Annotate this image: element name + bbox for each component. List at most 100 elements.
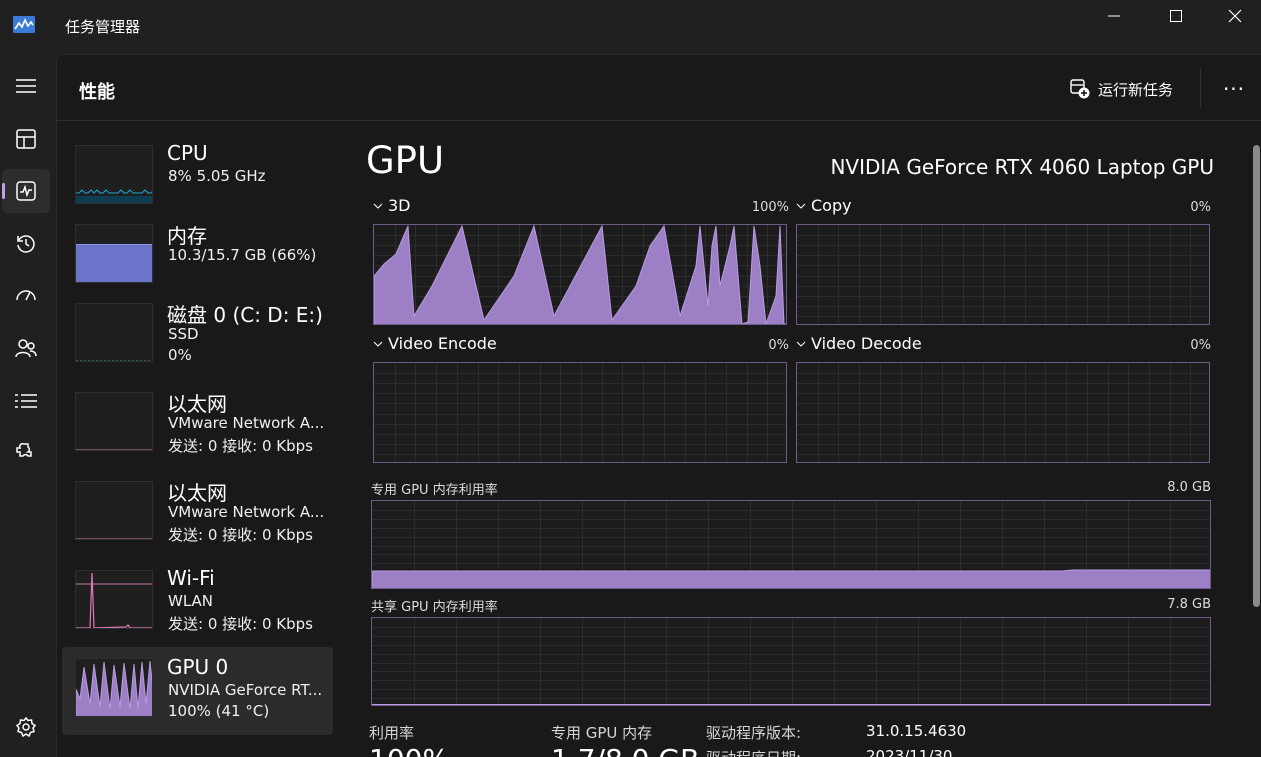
ethernet-thumbnail-graph	[75, 481, 153, 540]
page-title: 性能	[79, 82, 115, 103]
header-divider	[1200, 68, 1201, 108]
nav-app-history[interactable]	[2, 222, 50, 266]
side-item-detail: NVIDIA GeForce RT...	[168, 681, 323, 699]
nav-processes[interactable]	[2, 117, 50, 161]
dedicated-memory-label: 专用 GPU 内存利用率	[371, 483, 498, 498]
nav-details[interactable]	[2, 379, 50, 423]
page-header: 性能 运行新任务 ···	[57, 55, 1261, 121]
graph-3d	[373, 224, 787, 325]
run-new-task-button[interactable]: 运行新任务	[1070, 75, 1173, 103]
engine-label: Copy	[811, 196, 852, 215]
nav-performance[interactable]	[2, 169, 50, 213]
driver-date-value: 2023/11/30	[866, 747, 953, 757]
scrollbar-thumb[interactable]	[1253, 145, 1260, 607]
wifi-thumbnail-graph	[75, 570, 153, 629]
nav-users[interactable]	[2, 326, 50, 370]
side-item-detail: 发送: 0 接收: 0 Kbps	[168, 615, 313, 633]
shared-memory-max: 7.8 GB	[1167, 597, 1211, 612]
startup-apps-icon	[16, 290, 36, 301]
maximize-button[interactable]	[1145, 0, 1207, 32]
engine-selector-video-encode[interactable]: Video Encode	[373, 334, 497, 353]
nav-settings[interactable]	[2, 705, 50, 749]
engine-selector-video-decode[interactable]: Video Decode	[796, 334, 922, 353]
details-icon	[15, 394, 37, 408]
chevron-down-icon	[373, 203, 383, 209]
utilization-value: 100%	[369, 743, 449, 757]
side-item-detail: WLAN	[168, 592, 214, 610]
gpu-title: GPU	[366, 139, 445, 182]
side-item-ethernet-2[interactable]: 以太网 VMware Network A... 发送: 0 接收: 0 Kbps	[62, 477, 333, 565]
engine-max: 0%	[768, 338, 789, 353]
chevron-down-icon	[796, 341, 806, 347]
side-item-name: CPU	[167, 141, 208, 165]
engine-label: Video Encode	[388, 334, 497, 353]
engine-label: 3D	[388, 196, 411, 215]
services-icon	[16, 442, 32, 457]
close-icon	[1228, 9, 1242, 23]
maximize-icon	[1170, 10, 1182, 22]
gpu-thumbnail-graph	[75, 658, 153, 717]
side-item-detail: 发送: 0 接收: 0 Kbps	[168, 526, 313, 544]
side-item-detail: 10.3/15.7 GB (66%)	[168, 246, 317, 264]
more-options-button[interactable]: ···	[1212, 73, 1256, 105]
nav-startup-apps[interactable]	[2, 274, 50, 318]
dedicated-memory-stat-value: 1.7/8.0 GB	[551, 743, 699, 757]
dedicated-memory-stat-label: 专用 GPU 内存	[551, 724, 653, 742]
driver-version-label: 驱动程序版本:	[706, 724, 802, 742]
side-item-cpu[interactable]: CPU 8% 5.05 GHz	[62, 141, 333, 229]
memory-thumbnail-graph	[75, 224, 153, 283]
navigation-rail	[0, 54, 52, 757]
side-item-detail: 8% 5.05 GHz	[168, 167, 266, 185]
graph-video-encode	[373, 362, 787, 463]
side-item-detail: SSD	[168, 325, 199, 343]
processes-icon	[16, 129, 36, 149]
performance-icon	[16, 181, 36, 201]
disk-thumbnail-graph	[75, 303, 153, 362]
engine-selector-3d[interactable]: 3D	[373, 196, 411, 215]
close-button[interactable]	[1204, 0, 1261, 32]
scrollbar[interactable]	[1252, 121, 1261, 607]
ethernet-thumbnail-graph	[75, 392, 153, 451]
nav-services[interactable]	[2, 431, 50, 475]
users-icon	[15, 339, 37, 358]
menu-icon	[16, 79, 36, 93]
engine-max: 0%	[1190, 338, 1211, 353]
side-item-name: Wi-Fi	[167, 566, 215, 590]
engine-max: 0%	[1190, 200, 1211, 215]
app-history-icon	[17, 235, 35, 253]
side-item-name: 内存	[167, 224, 207, 248]
more-options-icon: ···	[1222, 77, 1246, 101]
graph-dedicated-memory	[371, 500, 1211, 589]
side-item-name: 以太网	[167, 481, 227, 505]
side-item-disk[interactable]: 磁盘 0 (C: D: E:) SSD 0%	[62, 299, 333, 387]
run-task-label: 运行新任务	[1098, 80, 1174, 99]
side-item-name: GPU 0	[167, 655, 229, 679]
graph-shared-memory	[371, 617, 1211, 706]
app-title: 任务管理器	[65, 18, 141, 36]
task-manager-icon	[13, 16, 35, 33]
title-bar: 任务管理器	[0, 0, 1261, 54]
side-item-memory[interactable]: 内存 10.3/15.7 GB (66%)	[62, 220, 333, 308]
graph-copy	[796, 224, 1210, 325]
cpu-thumbnail-graph	[75, 145, 153, 204]
chevron-down-icon	[796, 203, 806, 209]
minimize-icon	[1108, 15, 1120, 17]
menu-button[interactable]	[2, 64, 50, 108]
shared-memory-label: 共享 GPU 内存利用率	[371, 600, 498, 615]
side-item-wifi[interactable]: Wi-Fi WLAN 发送: 0 接收: 0 Kbps	[62, 566, 333, 654]
side-item-ethernet-1[interactable]: 以太网 VMware Network A... 发送: 0 接收: 0 Kbps	[62, 388, 333, 476]
utilization-label: 利用率	[369, 724, 415, 742]
content-area: 性能 运行新任务 ··· CPU 8% 5.05 GHz 内存 10.3/15.…	[56, 54, 1261, 757]
side-item-gpu[interactable]: GPU 0 NVIDIA GeForce RT... 100% (41 °C)	[62, 647, 333, 735]
graph-video-decode	[796, 362, 1210, 463]
side-item-name: 磁盘 0 (C: D: E:)	[167, 303, 323, 327]
side-item-name: 以太网	[167, 392, 227, 416]
engine-selector-copy[interactable]: Copy	[796, 196, 852, 215]
side-item-detail: 0%	[168, 346, 192, 364]
engine-label: Video Decode	[811, 334, 922, 353]
side-item-detail: VMware Network A...	[168, 503, 325, 521]
minimize-button[interactable]	[1083, 0, 1145, 32]
run-task-icon	[1070, 79, 1090, 99]
chevron-down-icon	[373, 341, 383, 347]
engine-max: 100%	[751, 200, 789, 215]
